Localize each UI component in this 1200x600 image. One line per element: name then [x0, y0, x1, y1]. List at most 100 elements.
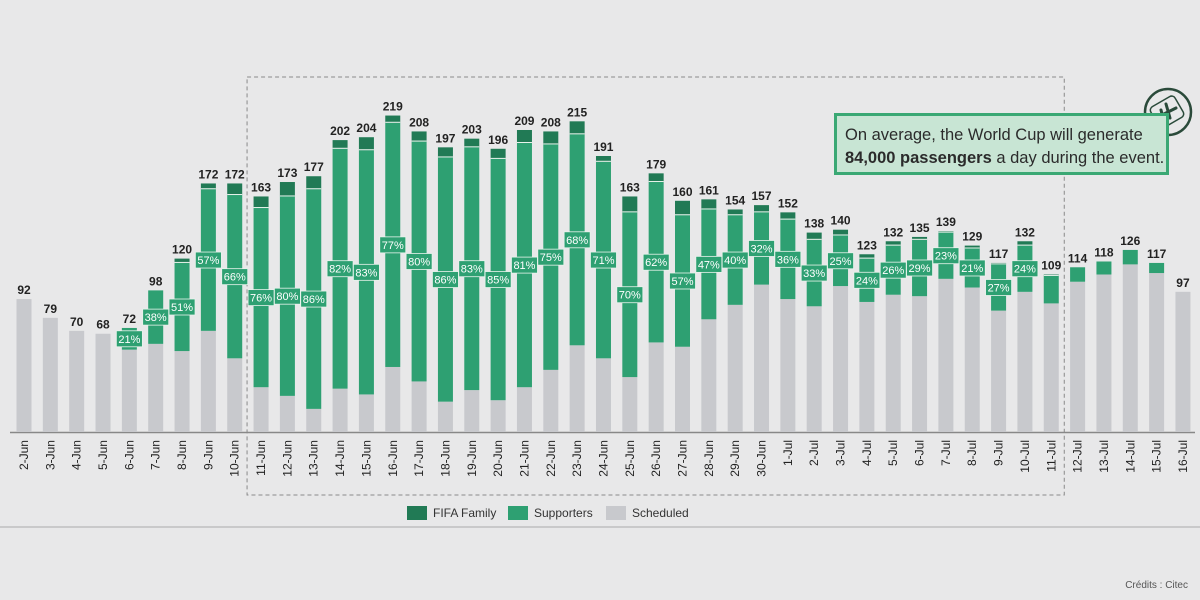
- bar-scheduled-3-Jun: [42, 317, 58, 432]
- bar-fifa-24-Jun: [595, 156, 611, 162]
- total-label-5-Jun: 68: [96, 318, 110, 332]
- share-label-2-Jul: 33%: [803, 268, 825, 280]
- bar-supporters-12-Jul: [1070, 267, 1086, 282]
- total-label-12-Jun: 173: [277, 166, 297, 180]
- bar-scheduled-5-Jul: [885, 294, 901, 432]
- total-label-18-Jun: 197: [435, 131, 455, 145]
- bar-supporters-13-Jul: [1096, 261, 1112, 275]
- bar-scheduled-14-Jul: [1122, 264, 1138, 432]
- total-label-14-Jun: 202: [330, 124, 350, 138]
- bar-fifa-12-Jun: [279, 182, 295, 197]
- bar-scheduled-17-Jun: [411, 381, 427, 432]
- share-label-box: [642, 253, 670, 271]
- bar-fifa-10-Jul: [1017, 241, 1033, 246]
- x-tick-8-Jul: 8-Jul: [965, 440, 979, 466]
- bar-scheduled-9-Jun: [200, 330, 216, 432]
- share-label-21-Jun: 81%: [513, 260, 535, 272]
- legend-label-fifa-family: FIFA Family: [433, 506, 496, 520]
- total-label-17-Jun: 208: [409, 115, 429, 129]
- annotation-bold: 84,000 passengers: [845, 149, 992, 167]
- bar-fifa-1-Jul: [780, 212, 796, 220]
- share-label-7-Jun: 38%: [145, 312, 167, 324]
- bar-scheduled-15-Jul: [1149, 273, 1165, 432]
- total-label-20-Jun: 196: [488, 133, 508, 147]
- share-label-7-Jul: 23%: [935, 251, 957, 263]
- share-label-25-Jun: 70%: [619, 290, 641, 302]
- share-label-box: [115, 330, 143, 348]
- total-label-1-Jul: 152: [778, 196, 798, 210]
- highlight-period-box: [246, 76, 1065, 496]
- annotation-rest: a day during the event.: [991, 149, 1165, 167]
- annotation-callout: On average, the World Cup will generate …: [834, 113, 1169, 175]
- bar-scheduled-1-Jul: [780, 299, 796, 432]
- bar-fifa-5-Jul: [885, 241, 901, 246]
- share-label-26-Jun: 62%: [645, 257, 667, 269]
- x-tick-13-Jun: 13-Jun: [307, 440, 321, 477]
- share-label-24-Jun: 71%: [592, 255, 614, 267]
- share-label-29-Jun: 40%: [724, 255, 746, 267]
- share-label-30-Jun: 32%: [751, 243, 773, 255]
- annotation-line2: 84,000 passengers a day during the event…: [845, 147, 1166, 170]
- x-tick-9-Jun: 9-Jun: [201, 440, 215, 470]
- total-label-7-Jun: 98: [149, 274, 163, 288]
- share-label-box: [616, 286, 644, 304]
- share-label-box: [827, 252, 854, 270]
- share-label-box: [1011, 260, 1039, 278]
- bar-fifa-30-Jun: [754, 205, 770, 213]
- bar-scheduled-9-Jul: [991, 310, 1007, 432]
- share-label-12-Jun: 80%: [276, 291, 298, 303]
- legend-swatch-scheduled: [606, 506, 626, 520]
- x-tick-20-Jun: 20-Jun: [491, 440, 505, 477]
- share-label-box: [669, 272, 696, 290]
- bar-fifa-13-Jun: [306, 176, 322, 190]
- x-tick-6-Jun: 6-Jun: [122, 440, 136, 470]
- share-label-8-Jul: 21%: [961, 263, 983, 275]
- bar-scheduled-28-Jun: [701, 319, 717, 432]
- x-tick-17-Jun: 17-Jun: [412, 440, 426, 477]
- total-label-6-Jun: 72: [123, 312, 137, 326]
- bar-fifa-16-Jun: [385, 115, 401, 123]
- x-tick-29-Jun: 29-Jun: [728, 440, 742, 477]
- share-label-box: [748, 240, 775, 257]
- x-tick-30-Jun: 30-Jun: [755, 440, 769, 477]
- total-label-11-Jun: 163: [251, 180, 271, 194]
- total-label-15-Jul: 117: [1147, 247, 1167, 261]
- bar-scheduled-8-Jun: [174, 351, 190, 432]
- x-tick-27-Jun: 27-Jun: [676, 440, 690, 477]
- share-label-6-Jul: 29%: [909, 263, 931, 275]
- share-label-box: [853, 271, 881, 289]
- bar-supporters-14-Jul: [1122, 249, 1138, 265]
- share-label-8-Jun: 51%: [171, 302, 193, 314]
- share-label-box: [721, 251, 749, 269]
- x-tick-5-Jun: 5-Jun: [96, 440, 110, 470]
- total-label-13-Jun: 177: [304, 160, 324, 174]
- bar-supporters-15-Jul: [1149, 262, 1165, 274]
- share-label-box: [906, 259, 933, 277]
- share-label-18-Jun: 86%: [434, 275, 456, 287]
- total-label-4-Jun: 70: [70, 315, 84, 329]
- bar-fifa-14-Jun: [332, 140, 348, 149]
- x-tick-2-Jun: 2-Jun: [17, 440, 31, 470]
- x-tick-7-Jul: 7-Jul: [939, 440, 953, 466]
- bar-scheduled-13-Jul: [1096, 274, 1112, 432]
- x-tick-8-Jun: 8-Jun: [175, 440, 189, 470]
- total-label-26-Jun: 179: [646, 157, 666, 171]
- share-label-10-Jun: 66%: [224, 272, 246, 284]
- bar-scheduled-19-Jun: [464, 390, 480, 432]
- share-label-23-Jun: 68%: [566, 235, 588, 247]
- bar-scheduled-7-Jul: [938, 278, 954, 432]
- share-label-box: [537, 248, 565, 266]
- total-label-19-Jun: 203: [462, 123, 482, 137]
- bar-fifa-27-Jun: [675, 200, 690, 216]
- x-tick-1-Jul: 1-Jul: [781, 440, 795, 466]
- x-tick-15-Jul: 15-Jul: [1150, 440, 1164, 473]
- total-label-24-Jun: 191: [593, 140, 613, 154]
- total-label-29-Jun: 154: [725, 193, 745, 207]
- total-label-3-Jul: 140: [831, 214, 851, 228]
- bar-scheduled-13-Jun: [306, 408, 322, 432]
- x-tick-10-Jun: 10-Jun: [228, 440, 242, 477]
- share-label-16-Jun: 77%: [382, 240, 404, 252]
- share-label-box: [142, 308, 170, 326]
- total-label-13-Jul: 118: [1094, 245, 1114, 259]
